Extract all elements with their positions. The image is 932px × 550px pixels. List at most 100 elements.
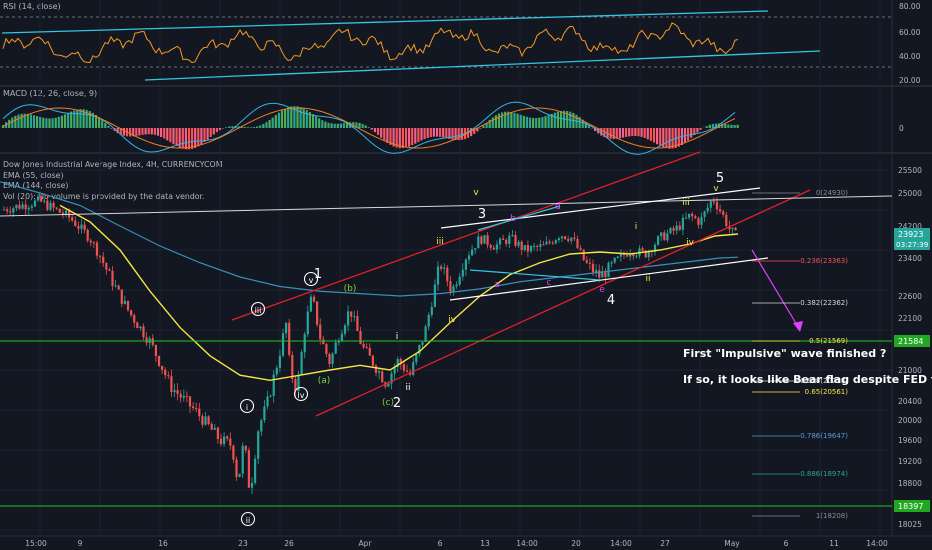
candle-body xyxy=(595,270,598,273)
macd-histogram-bar xyxy=(507,111,510,128)
macd-pane[interactable]: MACD (12, 26, close, 9) xyxy=(0,87,932,153)
candle-body xyxy=(325,344,328,355)
candle-body xyxy=(254,458,257,483)
candle-body xyxy=(111,270,114,287)
candle-body xyxy=(27,207,30,210)
macd-histogram-bar xyxy=(470,128,473,137)
candle-body xyxy=(285,322,288,334)
candle-body xyxy=(471,249,474,256)
macd-histogram-bar xyxy=(85,109,88,128)
candle-body xyxy=(579,248,582,250)
candle-body xyxy=(449,281,452,292)
macd-histogram-bar xyxy=(8,119,11,128)
cyan-b-d-line xyxy=(477,205,561,231)
macd-histogram-bar xyxy=(1,125,5,128)
candle-body xyxy=(204,416,207,425)
candle-body xyxy=(511,235,514,237)
candle-body xyxy=(86,230,89,241)
candle-body xyxy=(374,365,378,373)
candle-body xyxy=(126,300,130,311)
circled-wave-0: i xyxy=(246,403,248,412)
macd-histogram-bar xyxy=(259,125,262,128)
macd-histogram-bar xyxy=(82,109,85,128)
candle-body xyxy=(139,326,142,329)
macd-histogram-bar xyxy=(163,128,166,139)
candle-body xyxy=(461,269,464,277)
macd-histogram-bar xyxy=(262,123,265,128)
macd-histogram-bar xyxy=(175,128,178,147)
macd-histogram-bar xyxy=(547,115,550,128)
candle-body xyxy=(672,228,675,231)
fib-level-label-0: 0(24930) xyxy=(816,189,848,197)
macd-histogram-bar xyxy=(36,116,39,128)
candle-body xyxy=(536,246,539,248)
candle-body xyxy=(288,322,291,355)
macd-histogram-bar xyxy=(79,109,82,128)
candle-body xyxy=(573,237,576,239)
macd-histogram-bar xyxy=(432,128,435,137)
candle-body xyxy=(185,395,188,397)
macd-histogram-bar xyxy=(621,128,625,138)
macd-histogram-bar xyxy=(91,112,94,128)
macd-histogram-bar xyxy=(730,124,733,128)
macd-histogram-bar xyxy=(587,125,590,128)
signal-line xyxy=(2,107,736,149)
macd-histogram-bar xyxy=(380,128,383,138)
macd-histogram-bar xyxy=(305,110,308,128)
rsi-pane[interactable]: RSI (14, close) xyxy=(0,0,932,86)
candle-body xyxy=(610,262,613,264)
macd-histogram-bar xyxy=(194,128,197,148)
macd-histogram-bar xyxy=(39,117,42,128)
candle-body xyxy=(30,206,33,208)
macd-histogram-bar xyxy=(448,128,451,139)
candle-body xyxy=(322,339,325,345)
macd-histogram-bar xyxy=(206,128,209,140)
candle-body xyxy=(328,354,331,364)
x-tick-15: 14:00 xyxy=(866,539,888,548)
macd-histogram-bar xyxy=(522,115,525,128)
candle-body xyxy=(195,408,198,410)
candle-body xyxy=(337,341,340,343)
macd-histogram-bar xyxy=(361,123,364,128)
circled-wave-ring-4 xyxy=(303,271,319,287)
macd-histogram-bar xyxy=(336,123,339,128)
candle-body xyxy=(582,249,585,261)
candle-body xyxy=(387,383,390,387)
candle-body xyxy=(49,202,52,210)
price-tick-11: 18800 xyxy=(898,479,922,488)
minor-wave-3: iv xyxy=(448,315,457,325)
corrective-wave-0: (a) xyxy=(318,376,331,386)
macd-histogram-bar xyxy=(721,123,724,128)
candle-body xyxy=(235,459,238,477)
candle-body xyxy=(319,324,322,340)
candle-body xyxy=(421,341,424,345)
circled-wave-2: iii xyxy=(255,306,262,315)
candle-body xyxy=(291,354,294,379)
candle-body xyxy=(365,347,368,349)
candle-body xyxy=(133,315,136,323)
candle-body xyxy=(719,209,722,212)
candle-body xyxy=(526,245,529,252)
macd-histogram-bar xyxy=(665,128,668,149)
candle-body xyxy=(18,204,21,209)
candle-body xyxy=(533,246,536,248)
macd-histogram-bar xyxy=(373,128,377,133)
candle-body xyxy=(548,241,551,243)
macd-histogram-bar xyxy=(594,128,597,132)
macd-histogram-bar xyxy=(107,125,110,128)
candle-body xyxy=(306,311,309,335)
price-pane[interactable]: Dow Jones Industrial Average Index, 4H, … xyxy=(0,156,932,536)
macd-histogram-bar xyxy=(23,113,26,128)
macd-histogram-bar xyxy=(60,115,63,128)
macd-histogram-bar xyxy=(609,128,612,139)
macd-line xyxy=(2,101,736,155)
price-tick-9: 19600 xyxy=(898,436,922,445)
candle-body xyxy=(734,227,737,231)
candle-body xyxy=(226,436,229,439)
candle-body xyxy=(353,316,356,318)
macd-histogram-bar xyxy=(20,113,23,128)
candle-body xyxy=(142,326,145,338)
candle-body xyxy=(247,450,250,488)
candle-body xyxy=(130,310,133,316)
